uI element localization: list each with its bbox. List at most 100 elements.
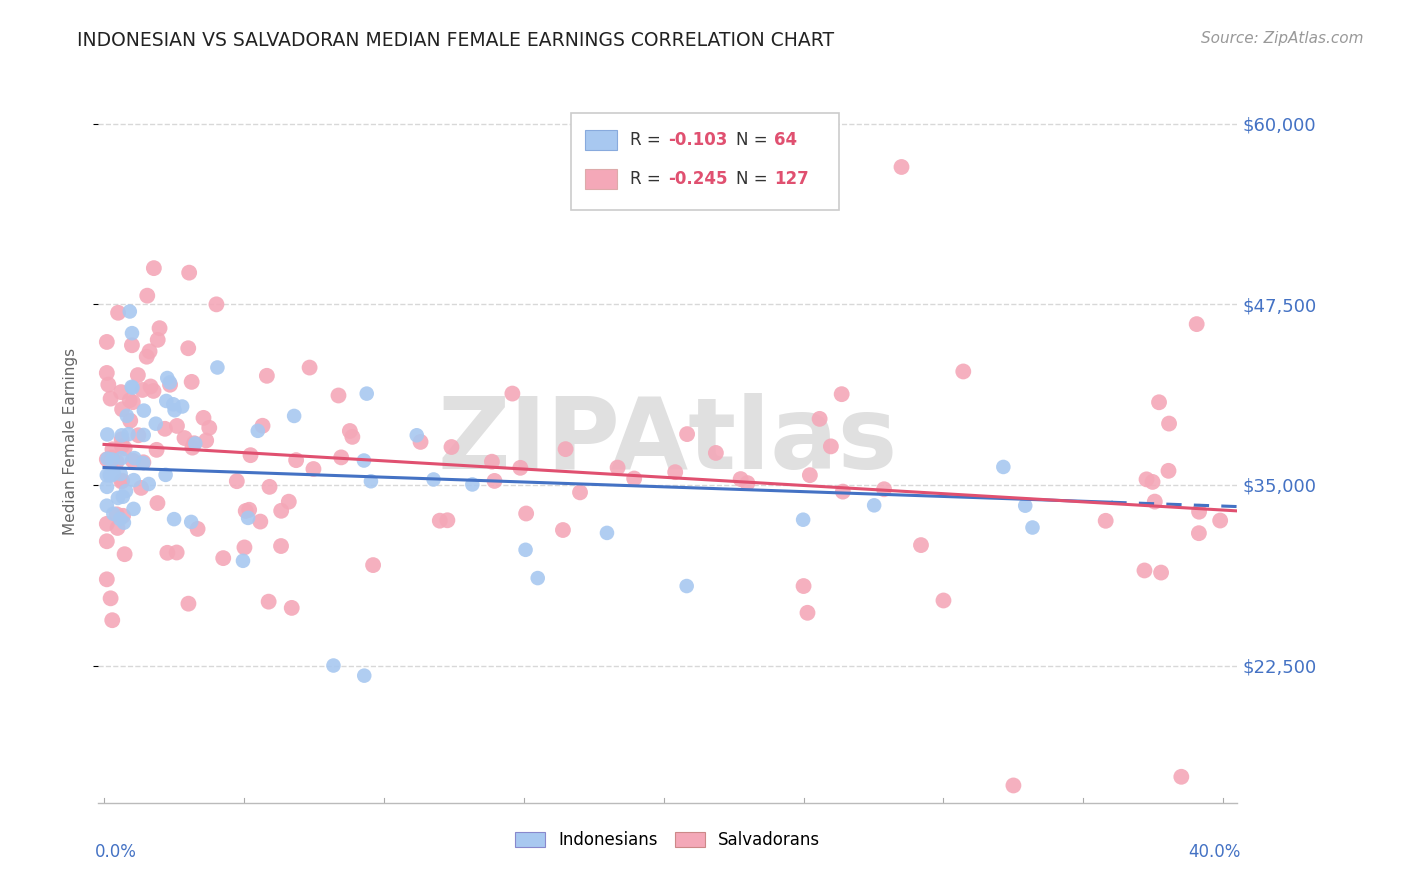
Point (96, 366, 118, 380)
Point (793, 579, 815, 593)
Point (212, 551, 235, 566)
Text: N =: N = (737, 131, 773, 149)
Point (526, 571, 548, 585)
Point (1142, 475, 1164, 489)
Point (1147, 395, 1170, 409)
Point (952, 364, 974, 378)
Point (112, 508, 135, 523)
Point (101, 442, 124, 457)
Point (1014, 499, 1036, 513)
Text: R =: R = (630, 131, 666, 149)
Point (302, 462, 325, 476)
Point (461, 477, 484, 491)
Point (103, 466, 125, 480)
Point (1002, 779, 1025, 793)
Point (121, 395, 143, 409)
Point (322, 658, 344, 673)
Point (205, 297, 228, 311)
Point (177, 597, 200, 611)
Point (863, 499, 886, 513)
Y-axis label: Median Female Earnings: Median Female Earnings (63, 348, 77, 535)
Point (127, 428, 149, 442)
Point (932, 593, 955, 607)
Text: R =: R = (630, 170, 666, 188)
Point (249, 515, 271, 529)
Text: 40.0%: 40.0% (1188, 843, 1240, 861)
Bar (585, 169, 617, 189)
Point (101, 613, 124, 627)
Point (96, 334, 118, 349)
Point (515, 542, 537, 557)
Point (808, 412, 831, 426)
Point (108, 512, 131, 526)
Point (138, 344, 160, 359)
Point (100, 392, 122, 406)
Point (1135, 472, 1157, 486)
Point (1188, 505, 1211, 519)
Point (422, 473, 444, 487)
Point (148, 321, 170, 335)
Point (1209, 514, 1232, 528)
Point (111, 428, 134, 442)
Point (198, 421, 221, 435)
Point (138, 477, 160, 491)
Point (252, 418, 274, 433)
Point (1143, 494, 1166, 508)
Point (1157, 464, 1180, 478)
Point (799, 468, 821, 483)
Point (101, 452, 124, 467)
Point (121, 380, 143, 394)
Point (1188, 526, 1211, 541)
Point (127, 368, 149, 383)
Point (132, 403, 155, 417)
Point (187, 522, 209, 536)
Text: N =: N = (737, 170, 773, 188)
Point (277, 494, 299, 508)
Point (146, 496, 169, 510)
Point (98, 468, 121, 483)
Point (820, 439, 842, 453)
Point (132, 455, 155, 469)
Point (105, 508, 128, 522)
Point (145, 417, 167, 431)
Text: 127: 127 (773, 170, 808, 188)
Point (177, 341, 200, 355)
Point (1021, 520, 1043, 534)
Point (111, 474, 134, 488)
Point (796, 606, 818, 620)
Point (146, 333, 169, 347)
Point (111, 402, 134, 417)
Point (180, 375, 202, 389)
Text: 0.0%: 0.0% (96, 843, 136, 861)
Point (129, 481, 152, 495)
Point (623, 471, 645, 485)
Legend: Indonesians, Salvadorans: Indonesians, Salvadorans (509, 824, 827, 856)
Point (342, 430, 364, 444)
Point (96, 451, 118, 466)
Point (107, 521, 129, 535)
Point (236, 511, 259, 525)
Point (1157, 417, 1180, 431)
Point (145, 442, 167, 457)
Point (184, 436, 207, 450)
Point (890, 160, 912, 174)
Point (103, 507, 125, 521)
Point (259, 480, 281, 494)
Point (172, 400, 194, 414)
Point (409, 434, 432, 449)
Point (121, 326, 143, 340)
Point (238, 502, 260, 516)
Point (121, 381, 143, 395)
Point (484, 474, 506, 488)
Point (166, 418, 188, 433)
Point (551, 523, 574, 537)
Point (515, 507, 537, 521)
Point (96, 499, 118, 513)
Point (256, 368, 278, 383)
Point (181, 441, 204, 455)
Point (195, 434, 218, 448)
Point (225, 474, 247, 488)
Point (107, 491, 129, 505)
Point (118, 393, 141, 408)
Point (105, 455, 128, 469)
